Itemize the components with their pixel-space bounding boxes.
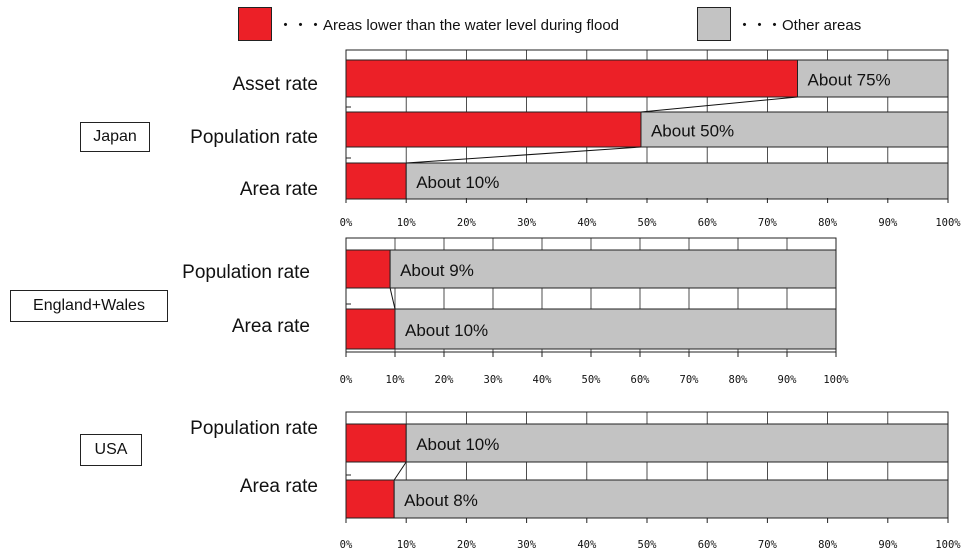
bar-flood — [345, 249, 391, 289]
bar-other — [393, 479, 949, 519]
connector-line — [640, 96, 798, 113]
x-tick-label: 70% — [758, 217, 778, 229]
x-tick-label: 100% — [935, 217, 961, 229]
x-tick-label: 80% — [729, 374, 749, 386]
category-label: Area rate — [240, 179, 318, 200]
x-tick-label: 90% — [878, 217, 898, 229]
country-label-england-wales: England+Wales — [10, 290, 168, 322]
bar-other — [389, 249, 837, 289]
bar-flood — [345, 162, 407, 200]
x-tick-label: 50% — [638, 217, 658, 229]
legend-flood-swatch — [238, 7, 272, 41]
x-tick-label: 80% — [818, 539, 838, 551]
category-label: Area rate — [240, 476, 318, 497]
x-tick-label: 90% — [778, 374, 798, 386]
x-tick-label: 40% — [577, 217, 597, 229]
bar-other — [405, 423, 949, 463]
category-label: Population rate — [182, 262, 310, 283]
bar-flood — [345, 111, 642, 148]
x-tick-label: 40% — [577, 539, 597, 551]
legend-flood-label: ・・・Areas lower than the water level duri… — [278, 16, 620, 34]
x-tick-label: 100% — [823, 374, 849, 386]
bar-data-label: About 75% — [808, 71, 891, 90]
bar-other — [405, 162, 949, 200]
x-tick-label: 30% — [517, 539, 537, 551]
x-tick-label: 0% — [340, 539, 353, 551]
bar-data-label: About 10% — [405, 321, 488, 340]
bar-other — [640, 111, 949, 148]
x-tick-label: 50% — [582, 374, 602, 386]
legend-flood: ・・・Areas lower than the water level duri… — [238, 6, 619, 42]
connector-line — [389, 287, 396, 310]
x-tick-label: 0% — [340, 374, 353, 386]
category-label: Population rate — [190, 127, 318, 148]
x-tick-label: 100% — [935, 539, 961, 551]
bar-other — [797, 59, 949, 98]
x-tick-label: 70% — [680, 374, 700, 386]
x-tick-label: 0% — [340, 217, 353, 229]
x-tick-label: 10% — [397, 539, 417, 551]
bar-flood — [345, 59, 798, 98]
bar-other — [394, 308, 837, 350]
bar-data-label: About 9% — [400, 261, 474, 280]
x-tick-label: 30% — [484, 374, 504, 386]
x-tick-label: 60% — [631, 374, 651, 386]
category-label: Area rate — [232, 316, 310, 337]
x-tick-label: 80% — [818, 217, 838, 229]
bar-flood — [345, 423, 407, 463]
bar-data-label: About 10% — [416, 173, 499, 192]
x-tick-label: 20% — [457, 217, 477, 229]
x-tick-label: 10% — [386, 374, 406, 386]
legend-other-label: ・・・Other areas — [737, 16, 862, 34]
x-tick-label: 40% — [533, 374, 553, 386]
x-tick-label: 90% — [878, 539, 898, 551]
x-tick-label: 10% — [397, 217, 417, 229]
bar-data-label: About 50% — [651, 122, 734, 141]
x-tick-label: 20% — [435, 374, 455, 386]
category-label: Population rate — [190, 418, 318, 439]
x-tick-label: 30% — [517, 217, 537, 229]
country-label-usa: USA — [80, 434, 142, 466]
bar-flood — [345, 308, 396, 350]
country-label-japan: Japan — [80, 122, 150, 152]
legend-other-swatch — [697, 7, 731, 41]
connector-line — [393, 461, 407, 481]
legend-other: ・・・Other areas — [697, 6, 861, 42]
x-tick-label: 70% — [758, 539, 778, 551]
bar-flood — [345, 479, 395, 519]
x-tick-label: 60% — [698, 217, 718, 229]
x-tick-label: 50% — [638, 539, 658, 551]
x-tick-label: 20% — [457, 539, 477, 551]
connector-line — [406, 146, 642, 164]
bar-data-label: About 8% — [404, 491, 478, 510]
bar-data-label: About 10% — [416, 435, 499, 454]
category-label: Asset rate — [232, 74, 318, 95]
x-tick-label: 60% — [698, 539, 718, 551]
